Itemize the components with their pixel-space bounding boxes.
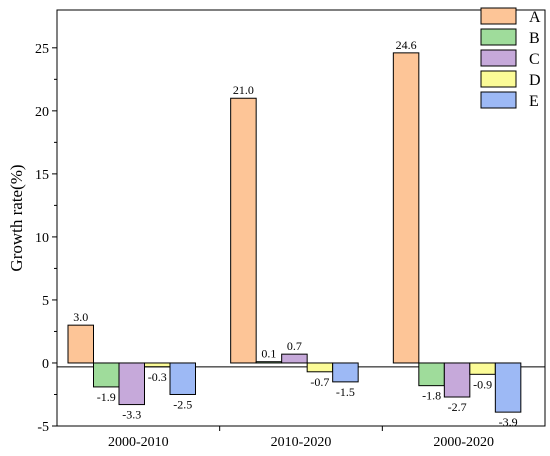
data-label: -2.5: [173, 397, 192, 411]
bar-c: [281, 353, 308, 364]
bar-c: [443, 362, 471, 398]
data-label: -2.7: [448, 400, 467, 414]
bar-b: [255, 361, 283, 364]
y-tick-label: 15: [35, 168, 49, 183]
legend-swatch-b: [480, 28, 517, 46]
x-axis-ticks: 2000-2010 2010-2020 2000-2020: [108, 426, 494, 450]
data-label: 0.7: [287, 339, 302, 353]
bar-d: [469, 362, 496, 375]
legend-label: D: [529, 72, 541, 89]
legend-label: A: [529, 9, 541, 26]
data-label: 21.0: [233, 83, 254, 97]
bar-a: [392, 52, 420, 364]
y-axis-title: Growth rate(%): [7, 164, 26, 271]
x-tick-label: 2010-2020: [271, 435, 332, 450]
bar-a: [230, 97, 257, 364]
y-tick-label: 0: [42, 357, 49, 372]
plot-area-frame: [56, 9, 546, 427]
data-label: -1.5: [336, 385, 355, 399]
data-label: 0.1: [261, 347, 276, 361]
y-tick-label: 10: [35, 231, 49, 246]
bars-group: [67, 52, 522, 413]
data-label: -1.8: [422, 389, 441, 403]
y-tick-label: 20: [35, 105, 49, 120]
bar-e: [169, 362, 196, 395]
data-label: -3.3: [122, 408, 141, 422]
data-label: 24.6: [396, 38, 417, 52]
data-label: -3.9: [499, 415, 518, 429]
data-label: 3.0: [73, 310, 88, 324]
bar-b: [418, 362, 445, 387]
legend-swatch-c: [480, 49, 517, 67]
data-labels-group: 3.0 -1.9 -3.3 -0.3 -2.5 21.0 0.1 0.7 -0.7 -1.5 24.…: [73, 38, 517, 429]
y-axis-ticks: -5 0 5 10 15 20 25: [35, 42, 57, 435]
legend-label: B: [529, 30, 540, 47]
x-tick-label: 2000-2010: [108, 435, 169, 450]
legend-swatch-e: [480, 91, 517, 109]
bar-c: [118, 362, 145, 406]
bar-d: [306, 362, 334, 373]
bar-b: [93, 362, 120, 388]
y-tick-label: 5: [42, 294, 49, 309]
bar-a: [67, 324, 94, 364]
x-tick-label: 2000-2020: [433, 435, 494, 450]
bar-e: [494, 362, 522, 413]
legend-label: E: [529, 93, 539, 110]
bar-e: [332, 362, 359, 383]
y-tick-label: -5: [37, 420, 49, 435]
legend-label: C: [529, 51, 540, 68]
data-label: -0.3: [148, 370, 167, 384]
legend-swatch-d: [480, 70, 517, 88]
legend-swatch-a: [480, 7, 517, 25]
bar-d: [144, 362, 171, 368]
data-label: -0.7: [310, 375, 329, 389]
y-tick-label: 25: [35, 42, 49, 57]
data-label: -0.9: [473, 377, 492, 391]
data-label: -1.9: [97, 390, 116, 404]
